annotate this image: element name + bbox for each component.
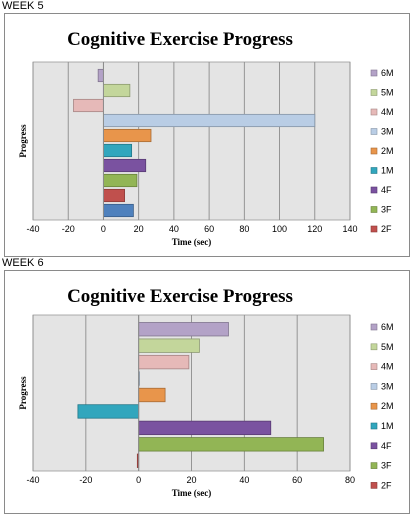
week5-legend-label-4F: 4F <box>381 185 392 195</box>
week6-legend-label-6M: 6M <box>381 322 394 332</box>
week5-legend-label-2M: 2M <box>381 146 394 156</box>
week6-legend-label-4F: 4F <box>381 441 392 451</box>
week5-legend-label-4M: 4M <box>381 107 394 117</box>
week5-label: WEEK 5 <box>2 0 44 12</box>
week6-legend-swatch-6M <box>370 323 378 331</box>
week5-bar-4F <box>103 158 147 173</box>
week6-bar-6M <box>138 322 229 337</box>
week5-legend-label-6M: 6M <box>381 68 394 78</box>
week5-bar-2F <box>103 188 125 203</box>
week5-x-tick-label: 120 <box>307 224 322 234</box>
week5-legend-swatch-3F <box>370 206 378 213</box>
week5-legend-swatch-2F <box>370 225 378 233</box>
week6-legend-label-3M: 3M <box>381 381 394 391</box>
week6-legend-label-3F: 3F <box>381 461 392 471</box>
week5-y-axis-title: Progress <box>18 124 28 158</box>
week5-x-tick-label: 80 <box>239 224 249 234</box>
week6-legend-label-2M: 2M <box>381 401 394 411</box>
week5-legend-label-3F: 3F <box>381 205 392 215</box>
week6-legend-swatch-5M <box>370 343 378 351</box>
week5-bar-4M <box>73 98 104 113</box>
week5-x-tick-label: 20 <box>134 224 144 234</box>
week5-legend-label-1M: 1M <box>381 166 394 176</box>
week6-x-tick-label: -40 <box>26 475 39 485</box>
week6-legend-label-5M: 5M <box>381 342 394 352</box>
week5-legend-swatch-4F <box>370 186 378 194</box>
week5-x-tick-label: 0 <box>101 224 106 234</box>
week5-legend-label-3M: 3M <box>381 127 394 137</box>
week5-bar-2M <box>103 128 152 143</box>
week6-legend-swatch-2F <box>370 482 378 489</box>
week6-bar-2M <box>138 387 166 403</box>
week5-plot-area <box>32 61 351 221</box>
week5-legend-swatch-3M <box>370 128 378 135</box>
week5-x-axis-title: Time (sec) <box>172 237 212 247</box>
week6-x-tick-label: -20 <box>79 475 92 485</box>
week5-bar-1F <box>103 203 134 218</box>
week6-chart: Cognitive Exercise Progress -40 -20 0 20 40 60… <box>18 286 394 498</box>
week6-bar-4M <box>138 354 190 370</box>
week6-bar-1M <box>77 404 140 419</box>
week6-x-tick-label: 20 <box>186 475 196 485</box>
week6-chart-title: Cognitive Exercise Progress <box>67 286 293 307</box>
week6-legend-label-2F: 2F <box>381 480 392 490</box>
week5-legend-swatch-5M <box>370 89 378 96</box>
week6-x-tick-label: 0 <box>136 475 141 485</box>
week6-x-tick-label: 80 <box>345 475 355 485</box>
week5-x-tick-label: -20 <box>62 224 75 234</box>
week5-legend-swatch-4M <box>370 108 378 116</box>
week6-x-tick-label: 60 <box>292 475 302 485</box>
week5-chart: Cognitive Exercise Progress -40 -20 0 20 40 60… <box>18 29 394 247</box>
week6-x-axis-title: Time (sec) <box>172 488 212 498</box>
week5-bar-3F <box>103 173 138 188</box>
week5-legend-swatch-2M <box>370 147 378 155</box>
week5-legend-swatch-1M <box>370 167 378 174</box>
week6-legend-swatch-4M <box>370 363 378 370</box>
week6-legend-label-4M: 4M <box>381 362 394 372</box>
week5-bar-6M <box>97 68 104 83</box>
week6-legend-swatch-3F <box>370 462 378 469</box>
week5-legend-label-5M: 5M <box>381 88 394 98</box>
week5-x-tick-label: 140 <box>342 224 357 234</box>
week6-legend-swatch-4F <box>370 442 378 450</box>
week6-chart-frame: Cognitive Exercise Progress -40 -20 0 20 40 60… <box>4 270 410 514</box>
week5-x-tick-label: 100 <box>272 224 287 234</box>
week6-legend-swatch-1M <box>370 422 378 430</box>
week6-x-tick-label: 40 <box>239 475 249 485</box>
week5-legend-label-2F: 2F <box>381 224 392 234</box>
week6-legend-label-1M: 1M <box>381 421 394 431</box>
week5-legend-swatch-6M <box>370 69 378 77</box>
week5-x-tick-label: 60 <box>204 224 214 234</box>
week5-chart-frame: Cognitive Exercise Progress -40 -20 0 20 40 60… <box>4 13 410 257</box>
week6-y-axis-title: Progress <box>18 376 28 410</box>
week6-bar-5M <box>138 338 200 353</box>
week6-legend-swatch-3M <box>370 383 378 390</box>
week5-chart-title: Cognitive Exercise Progress <box>67 29 293 50</box>
week6-bar-3F <box>138 437 324 452</box>
week5-x-tick-label: 40 <box>169 224 179 234</box>
week5-bar-1M <box>103 143 133 158</box>
week6-legend-swatch-2M <box>370 402 378 410</box>
week6-label: WEEK 6 <box>2 257 44 269</box>
week5-bar-3M <box>103 113 316 128</box>
week5-x-tick-label: -40 <box>26 224 39 234</box>
week5-bar-5M <box>103 83 131 98</box>
week6-bar-4F <box>138 420 272 436</box>
